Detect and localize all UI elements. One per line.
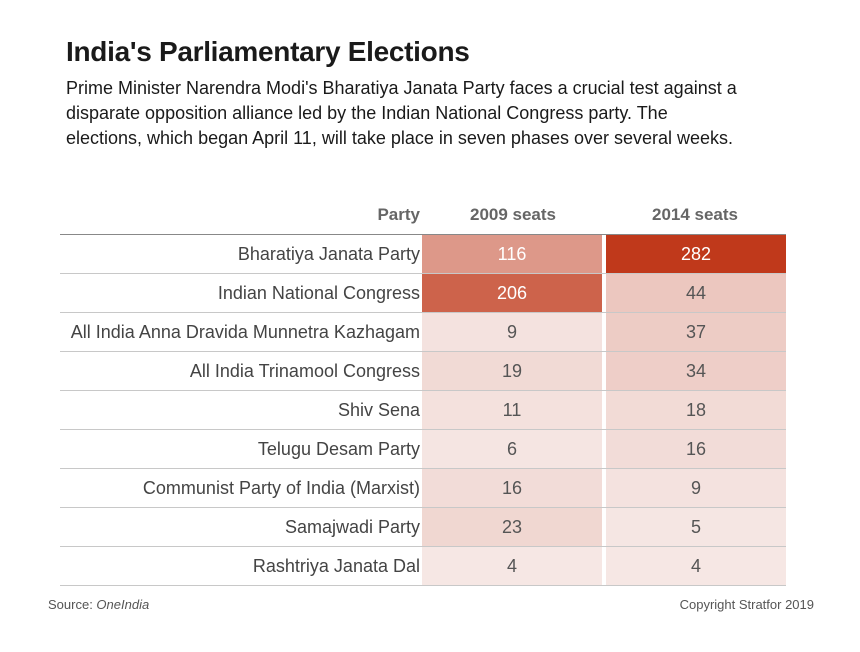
cell-2014-seats: 18 [606,391,786,429]
table-row: All India Anna Dravida Munnetra Kazhagam… [60,313,786,352]
header-2009-seats: 2009 seats [469,205,557,224]
cell-2014-seats: 5 [606,508,786,546]
cell-2014-seats: 34 [606,352,786,390]
cell-2014-seats: 16 [606,430,786,468]
table-row: Rashtriya Janata Dal 4 4 [60,547,786,586]
table-row: Communist Party of India (Marxist) 16 9 [60,469,786,508]
table-row: Bharatiya Janata Party 116 282 [60,235,786,274]
source-note: Source: OneIndia [48,597,149,612]
chart-subtitle: Prime Minister Narendra Modi's Bharatiya… [66,78,737,148]
party-name: Communist Party of India (Marxist) [142,477,420,498]
cell-2009-seats: 23 [422,508,602,546]
source-name: OneIndia [96,597,150,612]
party-name: All India Anna Dravida Munnetra Kazhagam [70,321,420,342]
cell-2009-seats: 4 [422,547,602,585]
party-name: Indian National Congress [217,282,420,303]
table-row: Telugu Desam Party 6 16 [60,430,786,469]
header-2014-seats: 2014 seats [651,205,739,224]
chart-title: India's Parliamentary Elections [66,36,470,67]
seats-table: Party 2009 seats 2014 seats Bharatiya Ja… [60,196,786,586]
party-name: Bharatiya Janata Party [237,243,420,264]
table-header-row: Party 2009 seats 2014 seats [60,196,786,235]
party-name: Rashtriya Janata Dal [252,555,420,576]
cell-2014-seats: 37 [606,313,786,351]
cell-2014-seats: 44 [606,274,786,312]
cell-2009-seats: 9 [422,313,602,351]
cell-2014-seats: 282 [606,235,786,273]
cell-2014-seats: 4 [606,547,786,585]
header-party: Party [377,205,420,224]
table-row: Shiv Sena 11 18 [60,391,786,430]
party-name: Shiv Sena [337,399,420,420]
source-label: Source: [48,597,97,612]
table-body: Bharatiya Janata Party 116 282 Indian Natio… [60,235,786,586]
cell-2009-seats: 116 [422,235,602,273]
cell-2009-seats: 19 [422,352,602,390]
table-row: Indian National Congress 206 44 [60,274,786,313]
cell-2014-seats: 9 [606,469,786,507]
cell-2009-seats: 6 [422,430,602,468]
cell-2009-seats: 11 [422,391,602,429]
party-name: Samajwadi Party [284,516,420,537]
table-row: Samajwadi Party 23 5 [60,508,786,547]
party-name: All India Trinamool Congress [189,360,420,381]
table-row: All India Trinamool Congress 19 34 [60,352,786,391]
party-name: Telugu Desam Party [257,438,420,459]
cell-2009-seats: 206 [422,274,602,312]
copyright-note: Copyright Stratfor 2019 [679,597,814,612]
cell-2009-seats: 16 [422,469,602,507]
